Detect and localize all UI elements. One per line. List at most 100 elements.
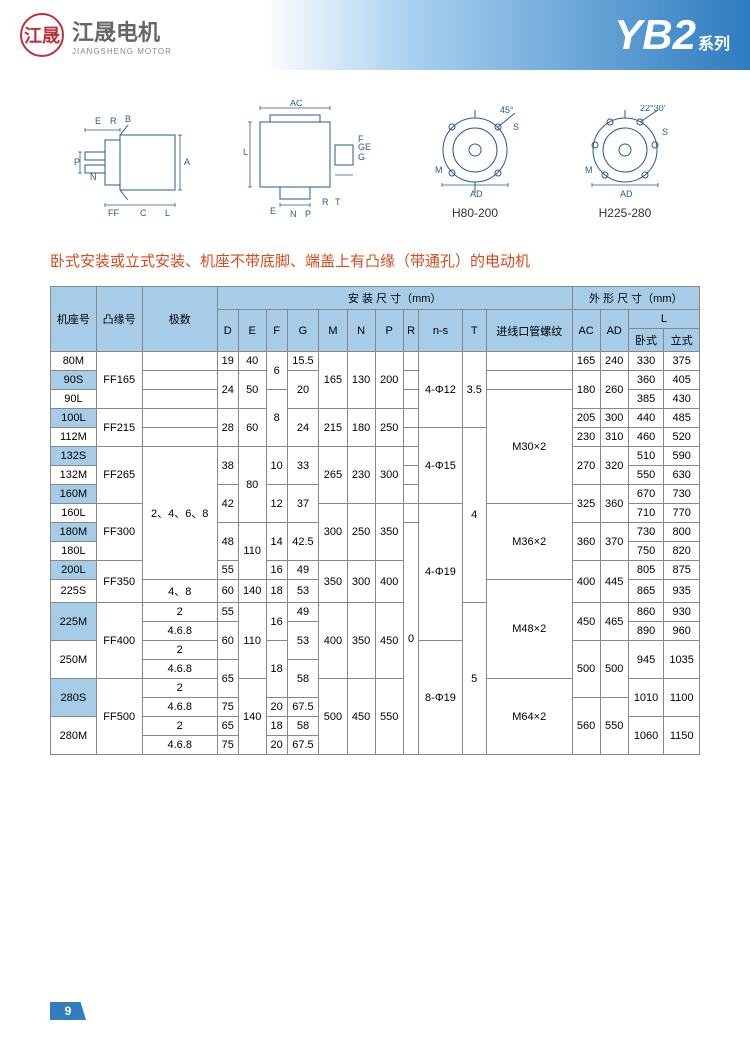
cell: FF165 <box>96 352 142 409</box>
svg-text:P: P <box>305 209 311 219</box>
cell: 450 <box>572 603 600 641</box>
cell: 4-Φ15 <box>419 428 462 504</box>
cell: 40 <box>238 352 266 371</box>
cell: 53 <box>287 580 319 603</box>
col-Lh: 卧式 <box>628 329 664 352</box>
cell: 2 <box>142 679 217 698</box>
cell <box>486 352 572 371</box>
cell: 20 <box>287 371 319 409</box>
cell: 18 <box>266 641 287 698</box>
cell: 19 <box>217 352 238 371</box>
col-D: D <box>217 310 238 352</box>
cell: 4.6.8 <box>142 660 217 679</box>
cell: 670 <box>628 485 664 504</box>
cell: 770 <box>664 504 700 523</box>
cell: 90S <box>51 371 97 390</box>
col-L: L <box>628 310 699 329</box>
cell: 1010 <box>628 679 664 717</box>
cell: 140 <box>238 580 266 603</box>
cell: 130 <box>347 352 375 409</box>
title-sub: 系列 <box>698 30 730 54</box>
svg-text:L: L <box>243 147 248 157</box>
cell: 60 <box>238 409 266 447</box>
cell: FF350 <box>96 561 142 603</box>
cell: 38 <box>217 447 238 485</box>
cell: 4.6.8 <box>142 622 217 641</box>
col-AC: AC <box>572 310 600 352</box>
col-R: R <box>403 310 419 352</box>
diagram-front-1: 45° S M AD H80-200 <box>420 105 530 220</box>
cell: 2 <box>142 717 217 736</box>
svg-text:T: T <box>335 197 341 207</box>
cell: 42.5 <box>287 523 319 561</box>
cell: 18 <box>266 717 287 736</box>
cell <box>403 390 419 409</box>
table-body: 80MFF1651940615.51651302004-Φ123.5165240… <box>51 352 700 755</box>
cell: 250M <box>51 641 97 679</box>
cell: 90L <box>51 390 97 409</box>
cell: 67.5 <box>287 698 319 717</box>
cell: 1035 <box>664 641 700 679</box>
cell: 140 <box>238 679 266 755</box>
cell: 875 <box>664 561 700 580</box>
cell: 3.5 <box>462 352 486 428</box>
svg-text:22°30': 22°30' <box>640 105 666 113</box>
cell <box>403 371 419 390</box>
cell: 67.5 <box>287 736 319 755</box>
svg-text:FF: FF <box>108 208 119 218</box>
col-P: P <box>375 310 403 352</box>
cell: 250 <box>347 504 375 561</box>
cell: 325 <box>572 485 600 523</box>
cell: 200 <box>375 352 403 409</box>
logo-icon: 江晟 <box>20 13 64 57</box>
cell: 58 <box>287 717 319 736</box>
cell <box>403 352 419 371</box>
table-row: 100LFF215286024215180250205300440485 <box>51 409 700 428</box>
cell: 18 <box>266 580 287 603</box>
cell: 225M <box>51 603 97 641</box>
cell: 730 <box>628 523 664 542</box>
cell: 280S <box>51 679 97 717</box>
cell: 5 <box>462 603 486 755</box>
cell: 550 <box>600 698 628 755</box>
cell: 590 <box>664 447 700 466</box>
cell: 60 <box>217 580 238 603</box>
cell <box>142 390 217 409</box>
cell: 890 <box>628 622 664 641</box>
cell: 270 <box>572 447 600 485</box>
cell <box>142 428 217 447</box>
cell: 310 <box>600 428 628 447</box>
cell: 0 <box>403 523 419 755</box>
cell: 330 <box>628 352 664 371</box>
cell: 300 <box>347 561 375 603</box>
cell: 4.6.8 <box>142 698 217 717</box>
cell: 110 <box>238 603 266 679</box>
cell: 1060 <box>628 717 664 755</box>
cell: 2 <box>142 603 217 622</box>
cell: 80 <box>238 447 266 523</box>
cell: 110 <box>238 523 266 580</box>
svg-text:E: E <box>270 206 276 216</box>
cell: 935 <box>664 580 700 603</box>
cell: 33 <box>287 447 319 485</box>
cell: 50 <box>238 371 266 409</box>
cell: 450 <box>347 679 375 755</box>
cell: 16 <box>266 603 287 641</box>
cell: 4 <box>462 428 486 603</box>
cell: 230 <box>572 428 600 447</box>
svg-text:N: N <box>290 209 297 219</box>
cell: 550 <box>375 679 403 755</box>
cell: 2、4、6、8 <box>142 447 217 580</box>
cell: M30×2 <box>486 390 572 504</box>
svg-text:G: G <box>358 152 365 162</box>
cell: 4-Φ12 <box>419 352 462 428</box>
cell: 350 <box>347 603 375 679</box>
svg-text:45°: 45° <box>500 105 514 115</box>
cell: 250 <box>375 409 403 447</box>
cell: 225S <box>51 580 97 603</box>
cell: 350 <box>319 561 347 603</box>
cell: 820 <box>664 542 700 561</box>
cell: 430 <box>664 390 700 409</box>
cell: 160L <box>51 504 97 523</box>
cell: 460 <box>628 428 664 447</box>
